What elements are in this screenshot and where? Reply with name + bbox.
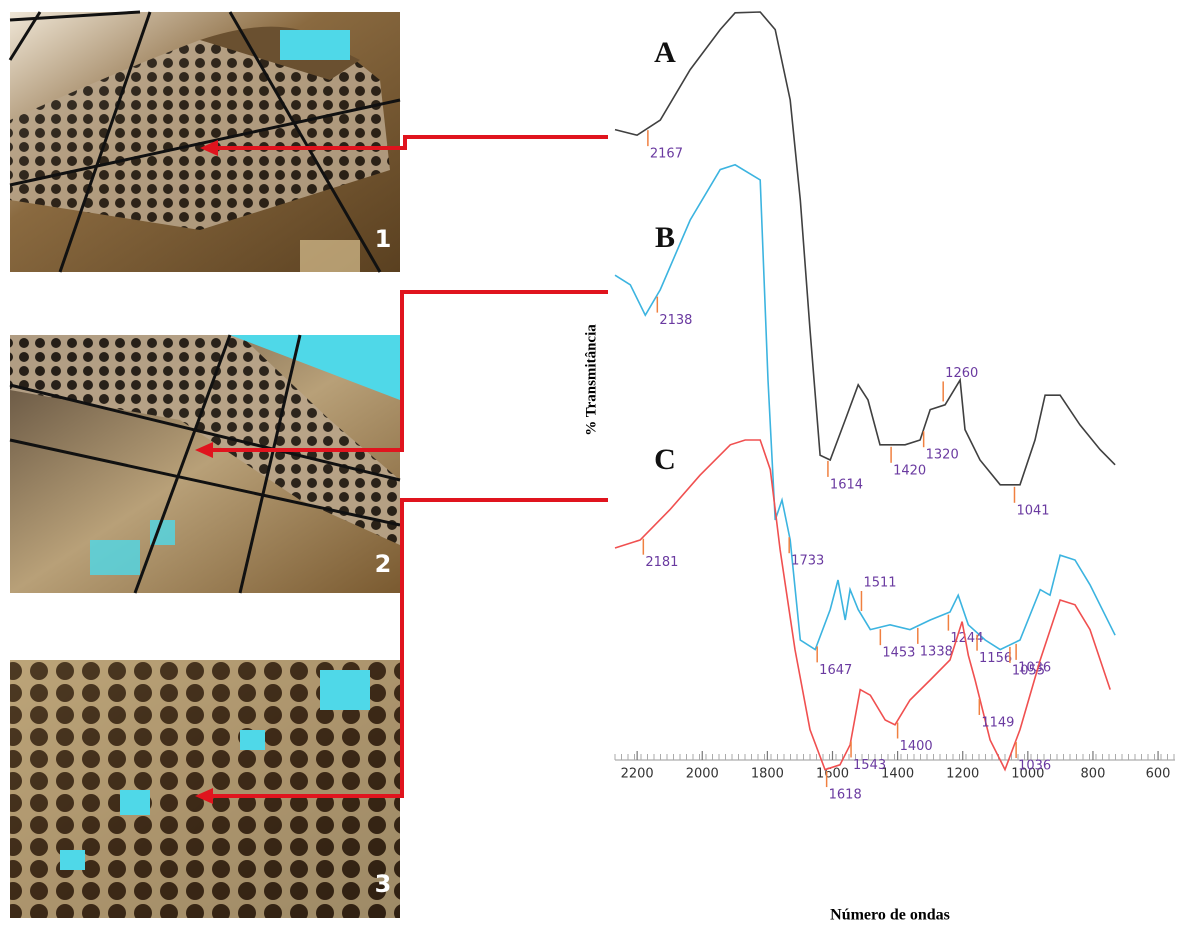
peak-label: 1543 — [853, 758, 886, 773]
peak-label: 1041 — [1016, 503, 1049, 518]
peak-label: 1338 — [920, 644, 953, 659]
peak-label: 1614 — [830, 477, 863, 492]
peak-label: 1453 — [882, 646, 915, 661]
x-tick-label: 1800 — [751, 767, 784, 782]
x-tick-label: 1600 — [816, 767, 849, 782]
series-label: B — [655, 221, 675, 254]
peak-label: 1260 — [945, 366, 978, 381]
peak-label: 2138 — [659, 313, 692, 328]
x-tick-label: 800 — [1081, 767, 1106, 782]
panel-label: 1 — [375, 225, 392, 253]
peak-label: 1036 — [1018, 660, 1051, 675]
peak-label: 2167 — [650, 147, 683, 162]
x-tick-label: 2200 — [621, 767, 654, 782]
figure: 1 2 3 2200200018001600140012001000800600… — [0, 0, 1184, 928]
y-axis-label: % Transmitância — [583, 324, 599, 436]
peak-label: 1733 — [791, 554, 824, 569]
peak-label: 1511 — [863, 576, 896, 591]
peak-label: 1618 — [829, 788, 862, 803]
spectrum-line — [615, 12, 1115, 485]
peak-label: 1036 — [1018, 759, 1051, 774]
peak-label: 1320 — [926, 448, 959, 463]
x-tick-label: 600 — [1146, 767, 1171, 782]
x-axis-label: Número de ondas — [830, 907, 950, 924]
peak-label: 1647 — [819, 663, 852, 678]
peak-label: 1400 — [900, 739, 933, 754]
series-label: A — [654, 36, 676, 69]
panel-label: 3 — [375, 870, 392, 898]
micrograph-1: 1 — [10, 12, 400, 272]
x-tick-label: 2000 — [686, 767, 719, 782]
panel-label: 2 — [375, 550, 392, 578]
peak-label: 1149 — [981, 715, 1014, 730]
series-label: C — [654, 443, 676, 476]
micrograph-2: 2 — [10, 335, 400, 593]
micrograph-3: 3 — [10, 660, 400, 918]
peak-label: 1420 — [893, 463, 926, 478]
peak-label: 2181 — [645, 555, 678, 570]
peak-label: 1156 — [979, 651, 1012, 666]
x-tick-label: 1200 — [946, 767, 979, 782]
